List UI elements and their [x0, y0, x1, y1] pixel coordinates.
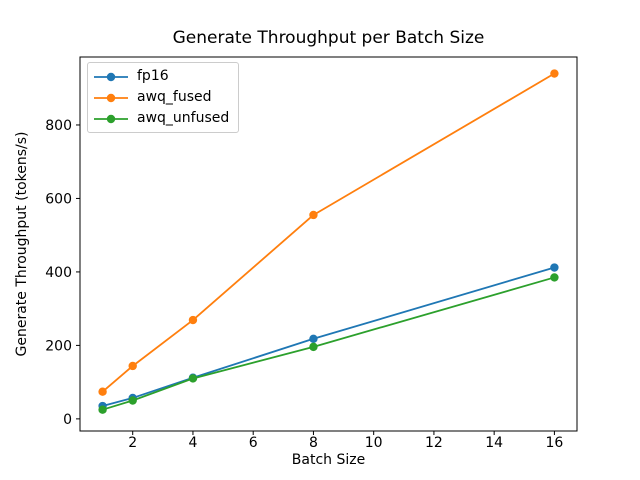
x-tick-label: 8 [309, 435, 318, 451]
series-marker-awq_fused [128, 361, 137, 371]
chart-title: Generate Throughput per Batch Size [172, 28, 485, 48]
series-marker-awq_unfused [98, 405, 107, 414]
series-marker-fp16 [309, 334, 318, 343]
x-tick-label: 16 [545, 435, 563, 451]
legend-entry-awq_unfused: awq_unfused [94, 108, 229, 129]
legend: fp16 awq_fused awq_unfused [87, 62, 240, 133]
legend-entry-fp16: fp16 [94, 66, 229, 87]
legend-line-sample [94, 114, 128, 123]
x-axis-label: Batch Size [291, 452, 366, 468]
y-tick-label: 200 [45, 338, 72, 354]
legend-label: fp16 [137, 68, 169, 84]
x-tick-label: 14 [485, 435, 503, 451]
series-marker-awq_unfused [188, 374, 198, 383]
series-marker-fp16 [550, 263, 559, 272]
legend-line-sample [94, 93, 128, 102]
x-tick-label: 10 [365, 435, 383, 451]
y-tick-label: 600 [45, 191, 72, 207]
series-marker-awq_unfused [550, 273, 559, 282]
y-tick-label: 0 [63, 412, 72, 428]
x-tick-label: 4 [188, 435, 197, 451]
series-marker-awq_fused [550, 69, 559, 78]
series-marker-awq_unfused [128, 396, 137, 405]
series-line-awq_unfused [102, 276, 555, 411]
legend-line-sample [94, 72, 128, 81]
legend-entry-awq_fused: awq_fused [94, 87, 229, 108]
series-marker-awq_unfused [309, 342, 318, 352]
series-marker-awq_fused [98, 387, 107, 396]
y-tick-label: 800 [45, 118, 72, 134]
x-tick-label: 2 [128, 435, 137, 451]
plot-border [79, 56, 578, 432]
legend-label: awq_unfused [137, 110, 230, 126]
x-tick-label: 6 [249, 435, 258, 451]
x-tick-label: 12 [425, 435, 443, 451]
y-tick-label: 400 [45, 265, 72, 281]
series-marker-awq_fused [188, 315, 198, 325]
series-marker-awq_fused [309, 210, 318, 220]
legend-label: awq_fused [137, 89, 212, 105]
